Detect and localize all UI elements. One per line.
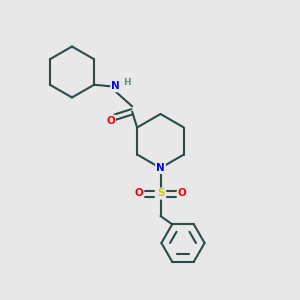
Text: O: O: [106, 116, 115, 126]
Text: N: N: [111, 81, 120, 91]
Text: H: H: [123, 78, 131, 87]
Text: O: O: [178, 188, 187, 199]
Text: O: O: [134, 188, 143, 199]
Text: S: S: [157, 188, 164, 199]
Text: N: N: [156, 163, 165, 173]
